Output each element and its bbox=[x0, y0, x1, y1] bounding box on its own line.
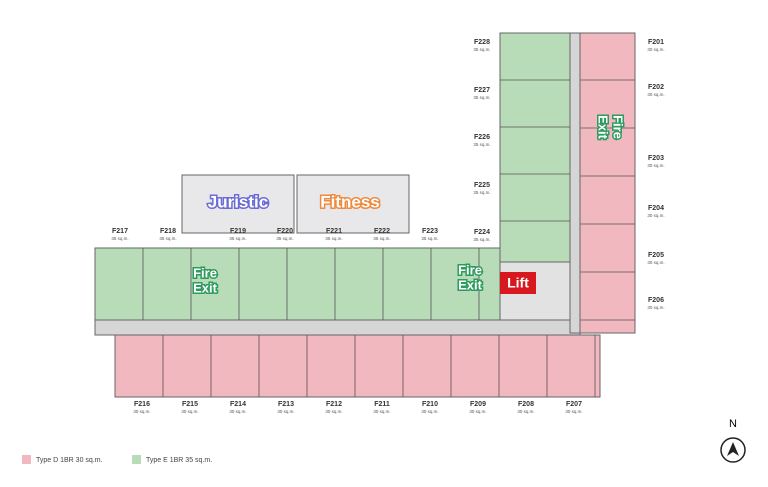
pink-wing bbox=[114, 334, 601, 398]
unit-label: F225 bbox=[474, 182, 490, 189]
unit-label: F206 bbox=[648, 297, 664, 304]
unit-size: 30 sq.m. bbox=[647, 92, 664, 97]
unit-size: 30 sq.m. bbox=[647, 305, 664, 310]
unit-label: F217 bbox=[112, 228, 128, 235]
unit-label: F215 bbox=[182, 401, 198, 408]
unit-label: F203 bbox=[648, 155, 664, 162]
fire-exit-label: Fire bbox=[458, 262, 482, 277]
unit-size: 35 sq.m. bbox=[229, 236, 246, 241]
fire-exit-label: Exit bbox=[596, 115, 611, 140]
unit-size: 30 sq.m. bbox=[647, 260, 664, 265]
unit-size: 30 sq.m. bbox=[469, 409, 486, 414]
green-wing bbox=[94, 247, 501, 321]
unit-label: F221 bbox=[326, 228, 342, 235]
unit-size: 30 sq.m. bbox=[133, 409, 150, 414]
fitness-label: Fitness bbox=[320, 192, 380, 211]
unit-label: F204 bbox=[648, 205, 664, 212]
unit-label: F226 bbox=[474, 134, 490, 141]
fire-exit-label: Fire bbox=[193, 265, 217, 280]
unit-label: F214 bbox=[230, 401, 246, 408]
green-column bbox=[499, 32, 571, 299]
unit-size: 35 sq.m. bbox=[159, 236, 176, 241]
unit-label: F228 bbox=[474, 39, 490, 46]
compass-arrow bbox=[727, 442, 739, 456]
corridor bbox=[94, 319, 581, 336]
unit-label: F202 bbox=[648, 84, 664, 91]
fitness-room bbox=[296, 174, 410, 234]
unit-label: F212 bbox=[326, 401, 342, 408]
unit-label: F208 bbox=[518, 401, 534, 408]
unit-size: 30 sq.m. bbox=[421, 409, 438, 414]
legend-label: Type D 1BR 30 sq.m. bbox=[36, 457, 103, 464]
unit-size: 30 sq.m. bbox=[325, 409, 342, 414]
juristic-room bbox=[181, 174, 295, 234]
unit-size: 30 sq.m. bbox=[647, 47, 664, 52]
unit-label: F219 bbox=[230, 228, 246, 235]
unit-size: 35 sq.m. bbox=[111, 236, 128, 241]
unit-size: 30 sq.m. bbox=[229, 409, 246, 414]
unit-size: 35 sq.m. bbox=[473, 190, 490, 195]
unit-size: 35 sq.m. bbox=[421, 236, 438, 241]
unit-label: F209 bbox=[470, 401, 486, 408]
unit-label: F222 bbox=[374, 228, 390, 235]
legend-swatch bbox=[22, 455, 31, 464]
unit-label: F205 bbox=[648, 252, 664, 259]
unit-label: F211 bbox=[374, 401, 390, 408]
unit-size: 30 sq.m. bbox=[373, 409, 390, 414]
unit-label: F207 bbox=[566, 401, 582, 408]
unit-size: 30 sq.m. bbox=[277, 409, 294, 414]
corridor bbox=[569, 32, 581, 334]
lift-badge bbox=[500, 272, 536, 294]
unit-label: F216 bbox=[134, 401, 150, 408]
compass-label: N bbox=[729, 418, 737, 430]
unit-size: 35 sq.m. bbox=[473, 47, 490, 52]
unit-label: F213 bbox=[278, 401, 294, 408]
unit-label: F223 bbox=[422, 228, 438, 235]
unit-label: F201 bbox=[648, 39, 664, 46]
fire-exit-label: Exit bbox=[193, 280, 218, 295]
unit-size: 30 sq.m. bbox=[565, 409, 582, 414]
unit-size: 35 sq.m. bbox=[473, 142, 490, 147]
unit-label: F224 bbox=[474, 229, 490, 236]
fire-exit-label: Exit bbox=[458, 277, 483, 292]
walls bbox=[142, 79, 635, 397]
unit-label: F220 bbox=[277, 228, 293, 235]
unit-size: 35 sq.m. bbox=[373, 236, 390, 241]
legend-label: Type E 1BR 35 sq.m. bbox=[146, 457, 212, 464]
compass-ring bbox=[720, 437, 746, 463]
unit-label: F210 bbox=[422, 401, 438, 408]
fire-exit-label: Fire bbox=[611, 115, 626, 139]
building bbox=[94, 32, 636, 398]
juristic-label: Juristic bbox=[208, 192, 268, 211]
unit-label: F227 bbox=[474, 87, 490, 94]
unit-size: 30 sq.m. bbox=[647, 213, 664, 218]
unit-label: F218 bbox=[160, 228, 176, 235]
unit-size: 30 sq.m. bbox=[647, 163, 664, 168]
unit-size: 30 sq.m. bbox=[181, 409, 198, 414]
unit-size: 30 sq.m. bbox=[517, 409, 534, 414]
unit-size: 35 sq.m. bbox=[473, 95, 490, 100]
lift-label: Lift bbox=[507, 275, 529, 291]
unit-size: 35 sq.m. bbox=[276, 236, 293, 241]
unit-size: 35 sq.m. bbox=[473, 237, 490, 242]
unit-size: 35 sq.m. bbox=[325, 236, 342, 241]
pink-column bbox=[579, 32, 636, 334]
legend-swatch bbox=[132, 455, 141, 464]
